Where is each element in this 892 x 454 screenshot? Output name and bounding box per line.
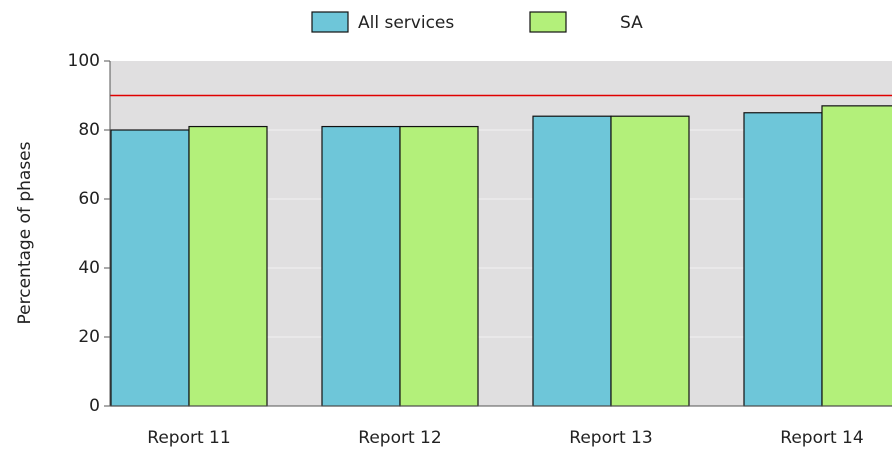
y-tick-label: 80 bbox=[78, 120, 100, 140]
plot bbox=[110, 94, 892, 407]
bar bbox=[321, 125, 401, 407]
x-tick-label: Report 12 bbox=[358, 428, 441, 448]
bar bbox=[532, 115, 612, 407]
y-tick-label: 100 bbox=[68, 51, 100, 71]
x-tick-label: Report 13 bbox=[569, 428, 652, 448]
bar bbox=[610, 115, 690, 407]
bar bbox=[743, 112, 823, 407]
y-tick-label: 0 bbox=[89, 396, 100, 416]
bar bbox=[821, 105, 892, 407]
y-axis-label: Percentage of phases bbox=[15, 141, 35, 324]
y-tick-label: 40 bbox=[78, 258, 100, 278]
x-tick-label: Report 11 bbox=[147, 428, 230, 448]
legend-label: All services bbox=[358, 13, 454, 33]
legend-swatch bbox=[311, 11, 349, 33]
bar bbox=[399, 125, 479, 407]
x-tick-label: Report 14 bbox=[780, 428, 863, 448]
legend-label: SA bbox=[620, 13, 643, 33]
y-tick-label: 20 bbox=[78, 327, 100, 347]
bar bbox=[188, 125, 268, 407]
bar bbox=[110, 129, 190, 407]
legend-swatch bbox=[529, 11, 567, 33]
y-tick-label: 60 bbox=[78, 189, 100, 209]
